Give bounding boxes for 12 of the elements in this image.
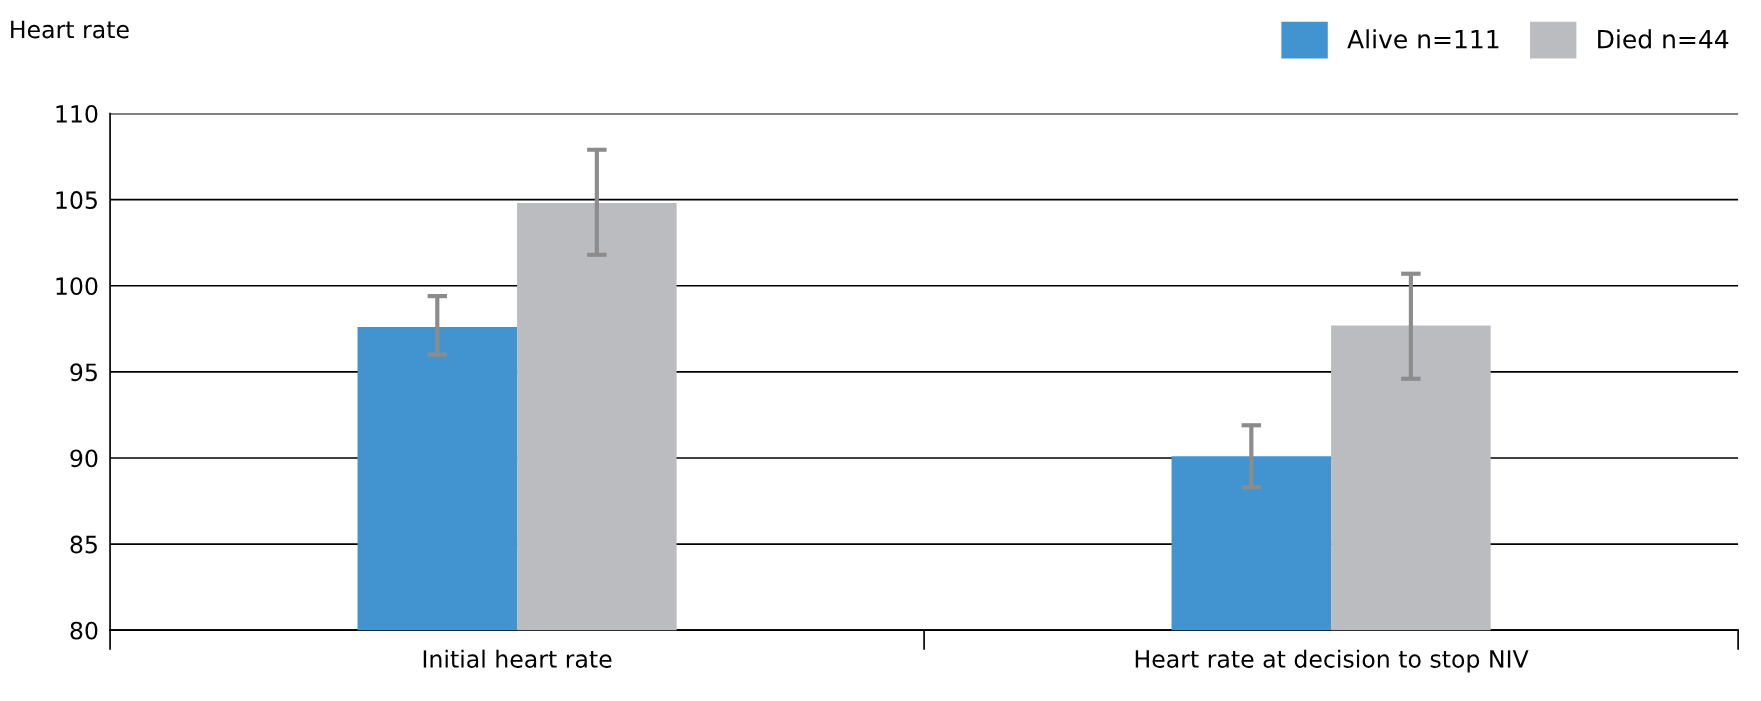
y-tick-label: 100 [56, 277, 98, 296]
x-tick-label: Initial heart rate [423, 649, 612, 668]
y-tick-label: 110 [56, 105, 98, 123]
y-tick-label: 85 [70, 535, 97, 554]
y-tick-label: 80 [70, 621, 98, 640]
legend-label: Alive n=111 [1347, 29, 1499, 49]
x-tick-label: Heart rate at decision to stop NIV [1135, 649, 1529, 673]
y-tick-label: 90 [70, 449, 98, 468]
y-axis-title: Heart rate [11, 20, 129, 39]
y-tick-label: 95 [70, 363, 97, 382]
y-tick-label: 105 [56, 191, 97, 209]
legend-label: Died n=44 [1598, 29, 1729, 49]
